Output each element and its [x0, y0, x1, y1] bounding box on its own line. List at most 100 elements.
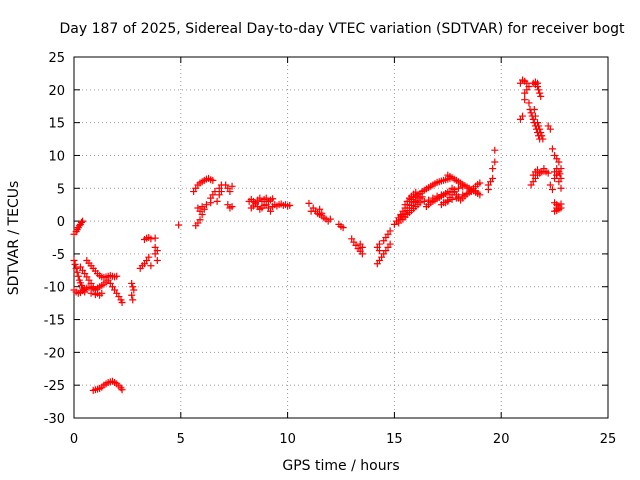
- plot-frame: [73, 56, 609, 419]
- data-point-marker: [531, 112, 539, 120]
- data-point-marker: [228, 182, 236, 190]
- data-point-marker: [316, 205, 324, 213]
- data-point-marker: [228, 203, 236, 211]
- data-point-marker: [73, 268, 81, 276]
- data-point-marker: [476, 179, 484, 187]
- data-point-marker: [450, 188, 458, 196]
- data-point-marker: [118, 298, 126, 306]
- y-tick-label: 20: [48, 84, 65, 99]
- x-tick-label: 0: [70, 432, 78, 447]
- data-point-marker: [175, 221, 183, 229]
- data-point-marker: [544, 169, 552, 177]
- data-point-marker: [147, 235, 155, 243]
- data-point-marker: [534, 79, 542, 87]
- data-point-marker: [151, 234, 159, 242]
- data-point-marker: [553, 155, 561, 163]
- data-point-marker: [128, 291, 136, 299]
- data-point-marker: [70, 256, 78, 264]
- data-point-marker: [525, 99, 533, 107]
- data-point-marker: [358, 250, 366, 258]
- data-point-marker: [537, 92, 545, 100]
- data-point-marker: [129, 283, 137, 291]
- data-point-marker: [489, 174, 497, 182]
- data-point-marker: [551, 199, 559, 207]
- data-point-marker: [77, 218, 85, 226]
- data-point-marker: [540, 165, 548, 173]
- data-point-marker: [87, 289, 95, 297]
- data-point-marker: [521, 96, 529, 104]
- data-point-marker: [557, 200, 565, 208]
- data-point-marker: [375, 240, 383, 248]
- data-point-marker: [113, 272, 121, 280]
- data-point-marker: [386, 240, 394, 248]
- data-point-marker: [128, 279, 136, 287]
- data-point-marker: [153, 247, 161, 255]
- x-tick-label: 25: [600, 432, 617, 447]
- data-points: [70, 76, 565, 394]
- data-point-marker: [74, 272, 82, 280]
- x-axis: 0 5 10 15 20 25: [70, 57, 616, 447]
- data-point-marker: [537, 128, 545, 136]
- chart-title: Day 187 of 2025, Sidereal Day-to-day VTE…: [59, 21, 625, 37]
- data-point-marker: [79, 217, 87, 225]
- data-point-marker: [535, 122, 543, 130]
- data-point-marker: [386, 227, 394, 235]
- y-tick-label: -20: [44, 346, 65, 361]
- data-point-marker: [535, 86, 543, 94]
- data-point-marker: [534, 119, 542, 127]
- y-tick-label: 0: [57, 215, 65, 230]
- x-tick-label: 15: [386, 432, 403, 447]
- x-tick-label: 10: [279, 432, 296, 447]
- data-point-marker: [196, 216, 204, 224]
- data-point-marker: [519, 112, 527, 120]
- data-point-marker: [548, 145, 556, 153]
- data-point-marker: [375, 247, 383, 255]
- data-point-marker: [444, 188, 452, 196]
- data-point-marker: [557, 174, 565, 182]
- x-tick-label: 20: [493, 432, 510, 447]
- data-point-marker: [553, 207, 561, 215]
- data-point-marker: [534, 166, 542, 174]
- data-point-marker: [557, 165, 565, 173]
- data-point-marker: [72, 264, 80, 272]
- data-point-marker: [202, 201, 210, 209]
- data-point-marker: [305, 199, 313, 207]
- data-point-marker: [358, 243, 366, 251]
- data-point-marker: [211, 188, 219, 196]
- data-point-marker: [557, 184, 565, 192]
- y-tick-label: 15: [48, 117, 65, 132]
- data-point-marker: [318, 209, 326, 217]
- data-point-marker: [454, 184, 462, 192]
- y-tick-label: 5: [57, 182, 65, 197]
- data-point-marker: [412, 188, 420, 196]
- data-point-marker: [71, 260, 79, 268]
- data-point-marker: [226, 188, 234, 196]
- data-point-marker: [556, 170, 564, 178]
- data-point-marker: [207, 199, 215, 207]
- y-tick-label: -30: [44, 412, 65, 427]
- data-point-marker: [536, 125, 544, 133]
- data-point-marker: [521, 89, 529, 97]
- data-point-marker: [489, 165, 497, 173]
- data-point-marker: [484, 186, 492, 194]
- data-point-marker: [416, 199, 424, 207]
- grid-lines: [74, 57, 608, 418]
- data-point-marker: [530, 106, 538, 114]
- data-point-marker: [153, 256, 161, 264]
- data-point-marker: [326, 215, 334, 223]
- data-point-marker: [269, 195, 277, 203]
- data-point-marker: [118, 386, 126, 394]
- y-tick-label: -15: [44, 314, 65, 329]
- data-point-marker: [145, 253, 153, 261]
- data-point-marker: [420, 197, 428, 205]
- data-point-marker: [286, 201, 294, 209]
- data-point-marker: [267, 207, 275, 215]
- data-point-marker: [98, 289, 106, 297]
- data-point-marker: [491, 146, 499, 154]
- data-point-marker: [527, 109, 535, 117]
- y-tick-label: 10: [48, 149, 65, 164]
- data-point-marker: [209, 176, 217, 184]
- data-point-marker: [538, 132, 546, 140]
- data-point-marker: [130, 286, 138, 294]
